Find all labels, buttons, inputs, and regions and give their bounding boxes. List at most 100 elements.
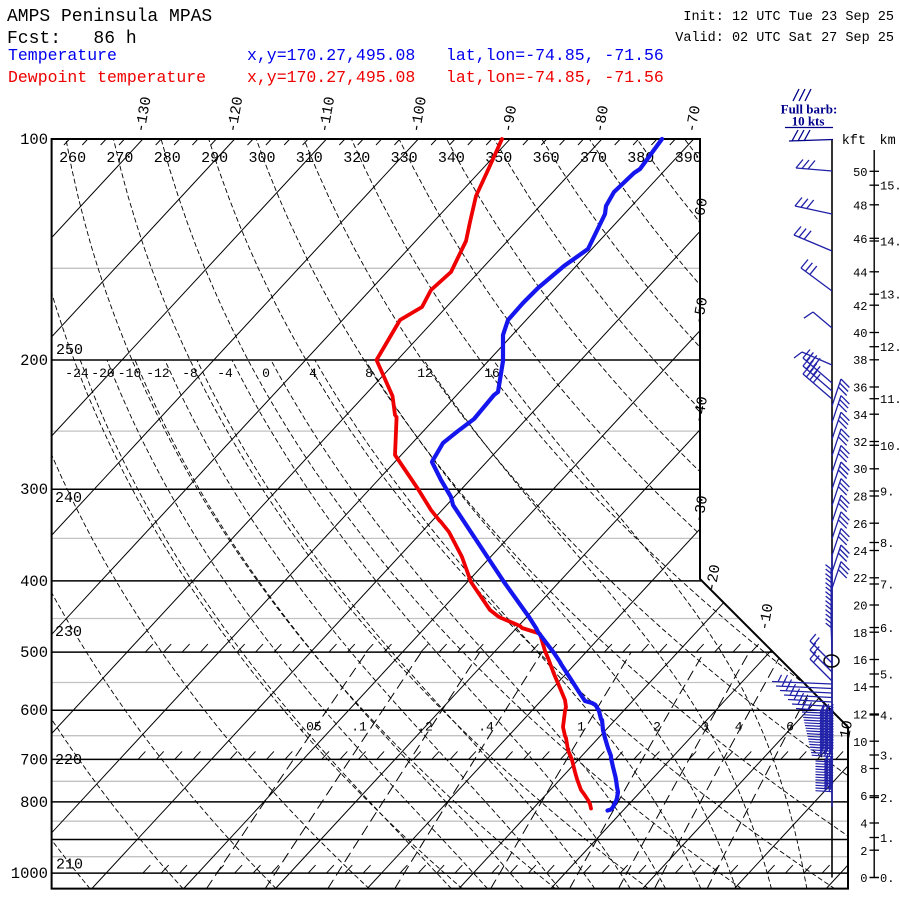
svg-text:3: 3 (701, 720, 709, 735)
svg-text:9.: 9. (880, 486, 894, 500)
svg-text:km: km (880, 134, 896, 149)
svg-text:36: 36 (853, 382, 867, 396)
svg-text:390: 390 (675, 150, 702, 167)
svg-text:-120: -120 (224, 95, 247, 133)
svg-text:6: 6 (786, 720, 794, 735)
svg-text:4.: 4. (880, 710, 894, 724)
svg-text:.4: .4 (478, 720, 494, 735)
svg-text:300: 300 (248, 150, 275, 167)
svg-text:220: 220 (55, 752, 82, 769)
svg-text:5.: 5. (880, 669, 894, 683)
svg-text:46: 46 (853, 233, 867, 247)
svg-text:12: 12 (853, 709, 867, 723)
svg-text:100: 100 (20, 131, 48, 149)
svg-text:3.: 3. (880, 750, 894, 764)
svg-text:20: 20 (853, 600, 867, 614)
svg-text:Init: 12 UTC Tue 23 Sep 25: Init: 12 UTC Tue 23 Sep 25 (683, 10, 894, 25)
svg-text:290: 290 (201, 150, 228, 167)
svg-text:2: 2 (653, 720, 661, 735)
svg-text:12.: 12. (880, 341, 900, 355)
svg-text:1.: 1. (880, 832, 894, 846)
svg-text:16: 16 (853, 654, 867, 668)
svg-text:13.: 13. (880, 289, 900, 303)
svg-text:lat,lon=-74.85, -71.56: lat,lon=-74.85, -71.56 (446, 68, 664, 87)
svg-text:24: 24 (853, 545, 867, 559)
svg-text:4: 4 (860, 818, 867, 832)
svg-text:-10: -10 (756, 602, 777, 632)
svg-text:240: 240 (55, 490, 82, 507)
svg-text:38: 38 (853, 354, 867, 368)
svg-text:32: 32 (853, 436, 867, 450)
svg-text:kft: kft (842, 134, 866, 149)
svg-text:12: 12 (417, 366, 433, 381)
svg-text:50: 50 (853, 166, 867, 180)
svg-text:10: 10 (853, 736, 867, 750)
svg-text:-40: -40 (691, 395, 712, 425)
svg-text:8.: 8. (880, 537, 894, 551)
svg-text:Full barb:: Full barb: (781, 102, 838, 117)
svg-text:-30: -30 (691, 494, 712, 524)
svg-text:40: 40 (853, 327, 867, 341)
svg-text:700: 700 (20, 751, 48, 769)
svg-text:-60: -60 (691, 197, 712, 227)
svg-text:28: 28 (853, 491, 867, 505)
svg-text:.05: .05 (298, 720, 321, 735)
svg-text:14.: 14. (880, 236, 900, 250)
svg-text:-8: -8 (182, 366, 198, 381)
svg-text:210: 210 (56, 857, 83, 874)
svg-text:11.: 11. (880, 393, 900, 407)
svg-text:360: 360 (533, 150, 560, 167)
svg-text:230: 230 (55, 624, 82, 641)
svg-text:0.: 0. (880, 872, 894, 886)
svg-text:-80: -80 (592, 104, 613, 134)
svg-text:Valid: 02 UTC Sat 27 Sep 25: Valid: 02 UTC Sat 27 Sep 25 (675, 31, 894, 46)
svg-text:Fcst: 86 h: Fcst: 86 h (7, 29, 137, 49)
svg-text:4: 4 (309, 366, 317, 381)
svg-text:800: 800 (20, 794, 48, 812)
svg-text:8: 8 (365, 366, 373, 381)
svg-text:16: 16 (484, 366, 500, 381)
svg-text:-20: -20 (91, 366, 114, 381)
svg-text:380: 380 (627, 150, 654, 167)
svg-text:42: 42 (853, 300, 867, 314)
svg-text:400: 400 (20, 573, 48, 591)
svg-text:340: 340 (438, 150, 465, 167)
svg-text:x,y=170.27,495.08: x,y=170.27,495.08 (247, 46, 415, 65)
svg-text:200: 200 (20, 352, 48, 370)
svg-text:300: 300 (20, 481, 48, 499)
svg-text:30: 30 (853, 463, 867, 477)
svg-text:310: 310 (296, 150, 323, 167)
svg-text:.2: .2 (417, 720, 433, 735)
svg-text:-130: -130 (133, 95, 156, 133)
svg-text:500: 500 (20, 644, 48, 662)
svg-text:Temperature: Temperature (8, 46, 117, 65)
svg-text:-90: -90 (500, 104, 521, 134)
svg-text:600: 600 (20, 702, 48, 720)
svg-text:10: 10 (837, 719, 857, 740)
svg-text:-16: -16 (118, 366, 141, 381)
svg-text:0: 0 (262, 366, 270, 381)
svg-text:22: 22 (853, 572, 867, 586)
svg-text:250: 250 (56, 342, 83, 359)
svg-text:10.: 10. (880, 440, 900, 454)
svg-text:x,y=170.27,495.08: x,y=170.27,495.08 (247, 68, 415, 87)
svg-text:-50: -50 (691, 296, 712, 326)
svg-text:0: 0 (860, 872, 867, 886)
svg-text:18: 18 (853, 627, 867, 641)
svg-text:4: 4 (735, 720, 743, 735)
svg-text:7.: 7. (880, 579, 894, 593)
svg-text:-110: -110 (316, 95, 339, 133)
svg-text:.1: .1 (351, 720, 367, 735)
svg-text:1: 1 (577, 720, 585, 735)
svg-text:15.: 15. (880, 180, 900, 194)
svg-text:2: 2 (860, 845, 867, 859)
svg-text:lat,lon=-74.85, -71.56: lat,lon=-74.85, -71.56 (446, 46, 664, 65)
svg-text:270: 270 (106, 150, 133, 167)
svg-text:8: 8 (860, 763, 867, 777)
svg-text:320: 320 (343, 150, 370, 167)
svg-text:280: 280 (154, 150, 181, 167)
svg-text:34: 34 (853, 409, 867, 423)
svg-text:-24: -24 (65, 366, 89, 381)
svg-text:26: 26 (853, 518, 867, 532)
svg-text:-12: -12 (146, 366, 169, 381)
